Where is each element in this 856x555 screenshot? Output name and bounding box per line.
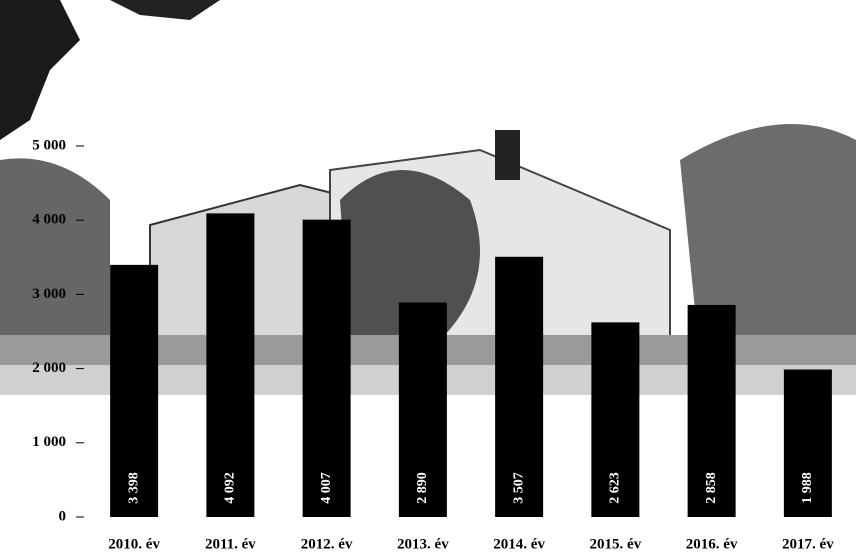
y-tick-label: 3 000 — [32, 286, 66, 302]
y-tick-label: 4 000 — [32, 212, 66, 228]
value-label: 4 007 — [319, 472, 334, 504]
x-tick-label: 2013. év — [397, 536, 449, 552]
value-label: 3 507 — [511, 472, 526, 504]
value-label: 2 858 — [704, 472, 719, 504]
bar — [687, 304, 736, 517]
value-label: 1 988 — [800, 472, 815, 504]
y-tick-label: 5 000 — [32, 137, 66, 153]
value-label: 2 623 — [608, 472, 623, 504]
bar — [206, 213, 255, 517]
y-tick-label: 1 000 — [32, 434, 66, 450]
x-tick-label: 2011. év — [205, 536, 256, 552]
value-label: 2 890 — [415, 472, 430, 504]
value-label: 3 398 — [126, 472, 141, 504]
x-tick-label: 2014. év — [493, 536, 545, 552]
bar — [591, 322, 640, 517]
x-tick-label: 2015. év — [590, 536, 642, 552]
bar — [495, 256, 544, 517]
value-label: 4 092 — [223, 472, 238, 504]
y-tick-label: 0 — [59, 508, 67, 524]
x-tick-label: 2010. év — [108, 536, 160, 552]
x-tick-label: 2017. év — [782, 536, 834, 552]
y-tick-label: 2 000 — [32, 360, 66, 376]
x-tick-label: 2016. év — [686, 536, 738, 552]
bar — [783, 369, 832, 517]
bar — [302, 219, 351, 517]
bar — [110, 264, 159, 517]
plot-area: 0 1 000 2 000 3 000 4 000 5 000 2010. év 3 398 2… — [32, 137, 834, 552]
x-tick-label: 2012. év — [301, 536, 353, 552]
bar — [398, 302, 447, 517]
